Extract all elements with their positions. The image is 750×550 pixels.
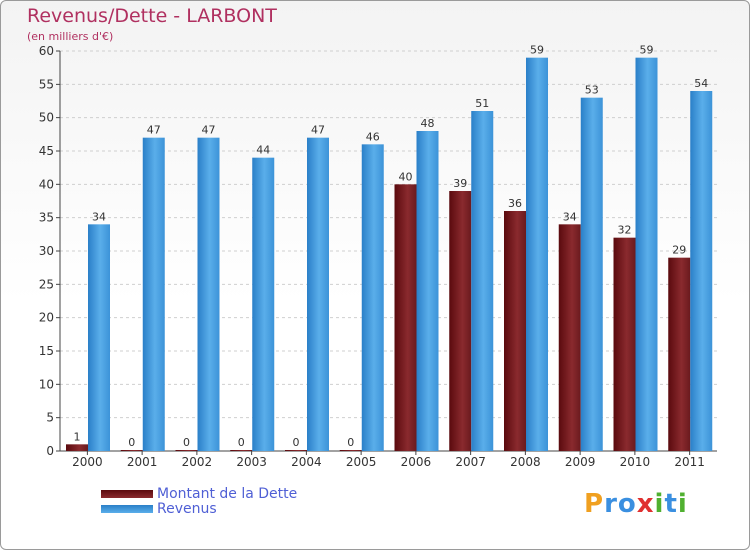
chart-title: Revenus/Dette - LARBONT bbox=[27, 5, 277, 27]
bar-debt-2010 bbox=[613, 237, 636, 451]
label-debt-2011: 29 bbox=[672, 244, 686, 257]
x-tick-label: 2000 bbox=[72, 455, 103, 469]
y-tick-label: 55 bbox=[39, 77, 54, 91]
bar-debt-2002 bbox=[175, 450, 198, 451]
label-debt-2007: 39 bbox=[453, 177, 467, 190]
x-tick-label: 2009 bbox=[565, 455, 596, 469]
label-debt-2001: 0 bbox=[128, 436, 135, 449]
bar-revenue-2003 bbox=[252, 157, 275, 451]
bar-debt-2001 bbox=[120, 450, 143, 451]
proxiti-logo: Proxiti bbox=[584, 489, 688, 519]
label-revenue-2004: 47 bbox=[311, 124, 325, 137]
bar-revenue-2002 bbox=[197, 137, 220, 451]
bar-revenue-2007 bbox=[471, 111, 494, 451]
y-tick-label: 30 bbox=[39, 244, 54, 258]
bar-debt-2007 bbox=[449, 191, 472, 451]
x-tick-label: 2002 bbox=[182, 455, 213, 469]
bar-debt-2006 bbox=[394, 184, 417, 452]
label-revenue-2007: 51 bbox=[475, 97, 489, 110]
label-debt-2005: 0 bbox=[347, 436, 354, 449]
y-tick-label: 0 bbox=[46, 444, 54, 458]
x-tick-label: 2004 bbox=[291, 455, 322, 469]
chart-subtitle: (en milliers d'€) bbox=[27, 30, 114, 43]
x-tick-label: 2008 bbox=[510, 455, 541, 469]
x-tick-label: 2005 bbox=[346, 455, 377, 469]
y-tick-label: 25 bbox=[39, 277, 54, 291]
bar-revenue-2008 bbox=[526, 57, 548, 452]
label-debt-2009: 34 bbox=[563, 210, 577, 223]
logo-letter: i bbox=[654, 489, 665, 519]
y-tick-label: 60 bbox=[39, 44, 54, 58]
logo-letter: o bbox=[617, 489, 637, 519]
label-revenue-2009: 53 bbox=[585, 84, 599, 97]
bar-debt-2005 bbox=[339, 450, 362, 451]
bars bbox=[66, 57, 713, 452]
label-revenue-2002: 47 bbox=[202, 124, 216, 137]
label-debt-2006: 40 bbox=[399, 170, 413, 183]
legend-swatch-debt bbox=[101, 490, 153, 498]
y-tick-label: 20 bbox=[39, 311, 54, 325]
label-revenue-2011: 54 bbox=[694, 77, 708, 90]
logo-letter: t bbox=[664, 489, 678, 519]
label-revenue-2010: 59 bbox=[640, 44, 654, 57]
label-debt-2010: 32 bbox=[618, 224, 632, 237]
x-tick-label: 2003 bbox=[236, 455, 267, 469]
label-debt-2008: 36 bbox=[508, 197, 522, 210]
bar-revenue-2001 bbox=[142, 137, 165, 451]
bar-revenue-2009 bbox=[580, 97, 603, 452]
label-debt-2000: 1 bbox=[74, 430, 81, 443]
y-tick-label: 15 bbox=[39, 344, 54, 358]
x-tick-label: 2010 bbox=[620, 455, 651, 469]
x-tick-label: 2006 bbox=[401, 455, 432, 469]
bar-revenue-2000 bbox=[88, 224, 110, 451]
label-revenue-2005: 46 bbox=[366, 130, 380, 143]
bar-debt-2000 bbox=[66, 444, 88, 451]
x-tick-label: 2007 bbox=[455, 455, 486, 469]
data-labels: 1 34 0 47 0 47 0 44 0 47 0 46 40 48 39 51 36 59 34 53 32 59 29… bbox=[74, 44, 709, 449]
logo-letter: i bbox=[677, 489, 688, 519]
legend-label-debt: Montant de la Dette bbox=[157, 486, 298, 502]
label-revenue-2001: 47 bbox=[147, 124, 161, 137]
bar-revenue-2004 bbox=[307, 137, 329, 451]
x-tick-label: 2001 bbox=[127, 455, 158, 469]
y-tick-label: 5 bbox=[46, 411, 54, 425]
y-tick-label: 45 bbox=[39, 144, 54, 158]
y-tick-label: 35 bbox=[39, 211, 54, 225]
bar-debt-2011 bbox=[668, 257, 691, 451]
bar-revenue-2010 bbox=[635, 57, 658, 452]
label-debt-2003: 0 bbox=[238, 436, 245, 449]
x-tick-label: 2011 bbox=[674, 455, 705, 469]
label-revenue-2008: 59 bbox=[530, 44, 544, 57]
bar-revenue-2005 bbox=[361, 144, 384, 452]
legend-label-revenue: Revenus bbox=[157, 501, 217, 517]
bar-revenue-2006 bbox=[416, 131, 439, 451]
label-debt-2004: 0 bbox=[293, 436, 300, 449]
bar-debt-2008 bbox=[504, 211, 526, 451]
logo-letter: P bbox=[584, 489, 605, 519]
label-debt-2002: 0 bbox=[183, 436, 190, 449]
label-revenue-2003: 44 bbox=[256, 144, 270, 157]
label-revenue-2000: 34 bbox=[92, 210, 106, 223]
bar-debt-2009 bbox=[558, 224, 581, 451]
bar-debt-2003 bbox=[230, 450, 253, 451]
legend-swatch-revenue bbox=[101, 505, 153, 513]
logo-letter: r bbox=[604, 489, 618, 519]
y-tick-label: 50 bbox=[39, 111, 54, 125]
gridlines bbox=[60, 50, 717, 419]
bar-revenue-2011 bbox=[690, 91, 713, 451]
y-tick-label: 40 bbox=[39, 177, 54, 191]
bar-debt-2004 bbox=[285, 450, 307, 451]
y-tick-label: 10 bbox=[39, 377, 54, 391]
label-revenue-2006: 48 bbox=[421, 117, 435, 130]
logo-letter: x bbox=[636, 489, 655, 519]
